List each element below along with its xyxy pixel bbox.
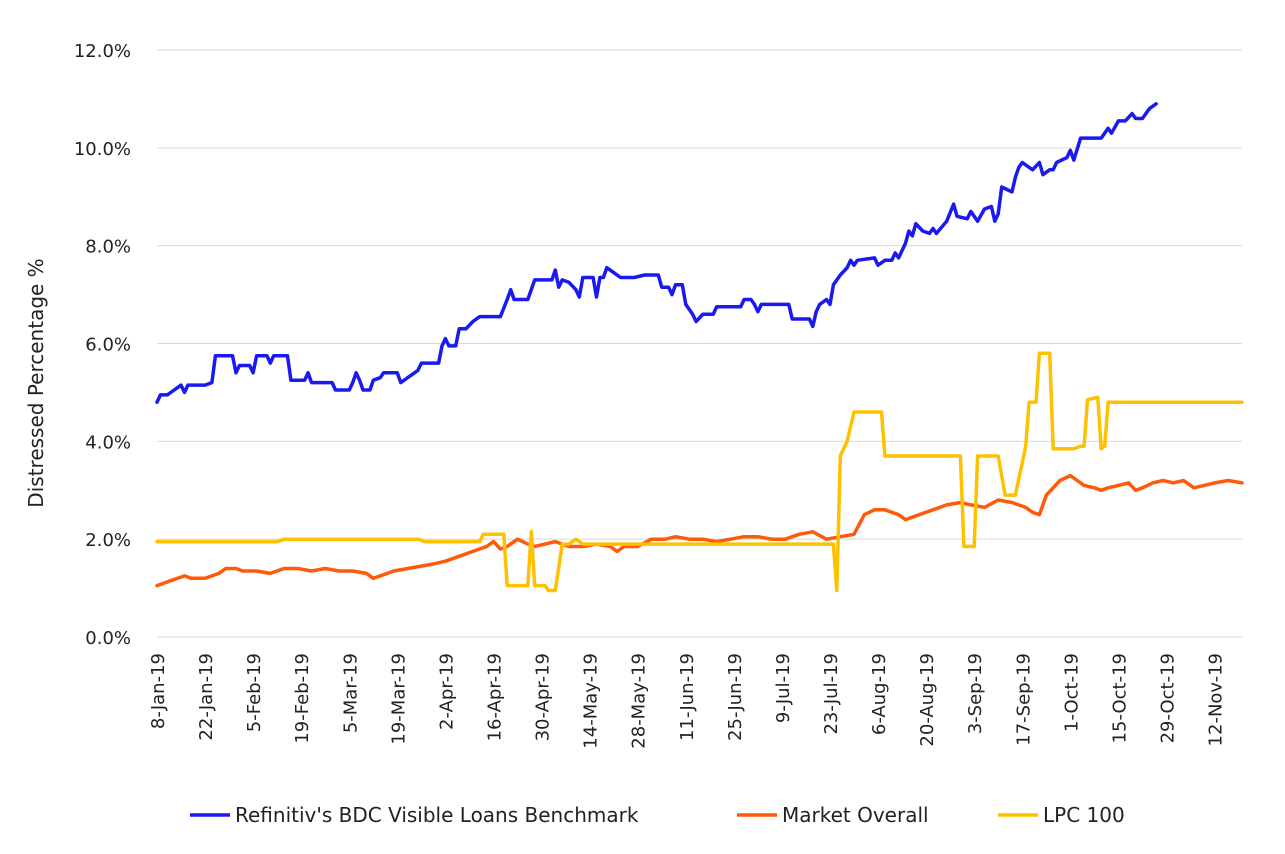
y-tick-label: 6.0%	[85, 335, 131, 356]
x-tick-label: 1-Oct-19	[1061, 653, 1082, 732]
x-tick-label: 25-Jun-19	[725, 653, 746, 741]
x-tick-label: 6-Aug-19	[869, 653, 890, 735]
y-tick-label: 10.0%	[74, 139, 131, 160]
x-tick-label: 17-Sep-19	[1013, 653, 1034, 746]
legend-label: Market Overall	[782, 803, 929, 827]
y-axis-ticks: 0.0% 2.0% 4.0% 6.0% 8.0% 10.0% 12.0%	[74, 41, 131, 649]
x-tick-label: 12-Nov-19	[1206, 653, 1227, 746]
x-tick-label: 11-Jun-19	[677, 653, 698, 741]
x-tick-label: 2-Apr-19	[436, 653, 457, 730]
x-tick-label: 19-Feb-19	[292, 653, 313, 744]
x-tick-label: 28-May-19	[629, 653, 650, 749]
x-tick-label: 20-Aug-19	[917, 653, 938, 747]
x-tick-label: 14-May-19	[581, 653, 602, 749]
legend-label: LPC 100	[1043, 803, 1125, 827]
x-tick-label: 5-Feb-19	[244, 653, 265, 732]
y-tick-label: 4.0%	[85, 432, 131, 453]
series-line-2	[155, 473, 1244, 588]
y-tick-label: 8.0%	[85, 237, 131, 258]
y-tick-label: 2.0%	[85, 530, 131, 551]
x-tick-label: 5-Mar-19	[340, 653, 361, 733]
series-lines	[155, 102, 1244, 593]
series-line-3	[155, 351, 1244, 593]
series-line-1	[155, 102, 1158, 404]
y-axis-title: Distressed Percentage %	[24, 258, 48, 507]
x-tick-label: 29-Oct-19	[1157, 653, 1178, 743]
y-tick-label: 12.0%	[74, 41, 131, 62]
x-tick-label: 9-Jul-19	[773, 653, 794, 723]
x-tick-label: 19-Mar-19	[388, 653, 409, 745]
legend-label: Refinitiv's BDC Visible Loans Benchmark	[235, 803, 639, 827]
x-tick-label: 16-Apr-19	[484, 653, 505, 741]
x-tick-label: 15-Oct-19	[1109, 653, 1130, 743]
x-axis-ticks: 8-Jan-19 22-Jan-19 5-Feb-19 19-Feb-19 5-Mar-…	[148, 653, 1227, 749]
legend: Refinitiv's BDC Visible Loans Benchmark M…	[190, 803, 1125, 827]
x-tick-label: 3-Sep-19	[965, 653, 986, 734]
x-tick-label: 22-Jan-19	[196, 653, 217, 741]
y-tick-label: 0.0%	[85, 628, 131, 649]
x-tick-label: 8-Jan-19	[148, 653, 169, 729]
x-tick-label: 30-Apr-19	[533, 653, 554, 741]
x-tick-label: 23-Jul-19	[821, 653, 842, 735]
